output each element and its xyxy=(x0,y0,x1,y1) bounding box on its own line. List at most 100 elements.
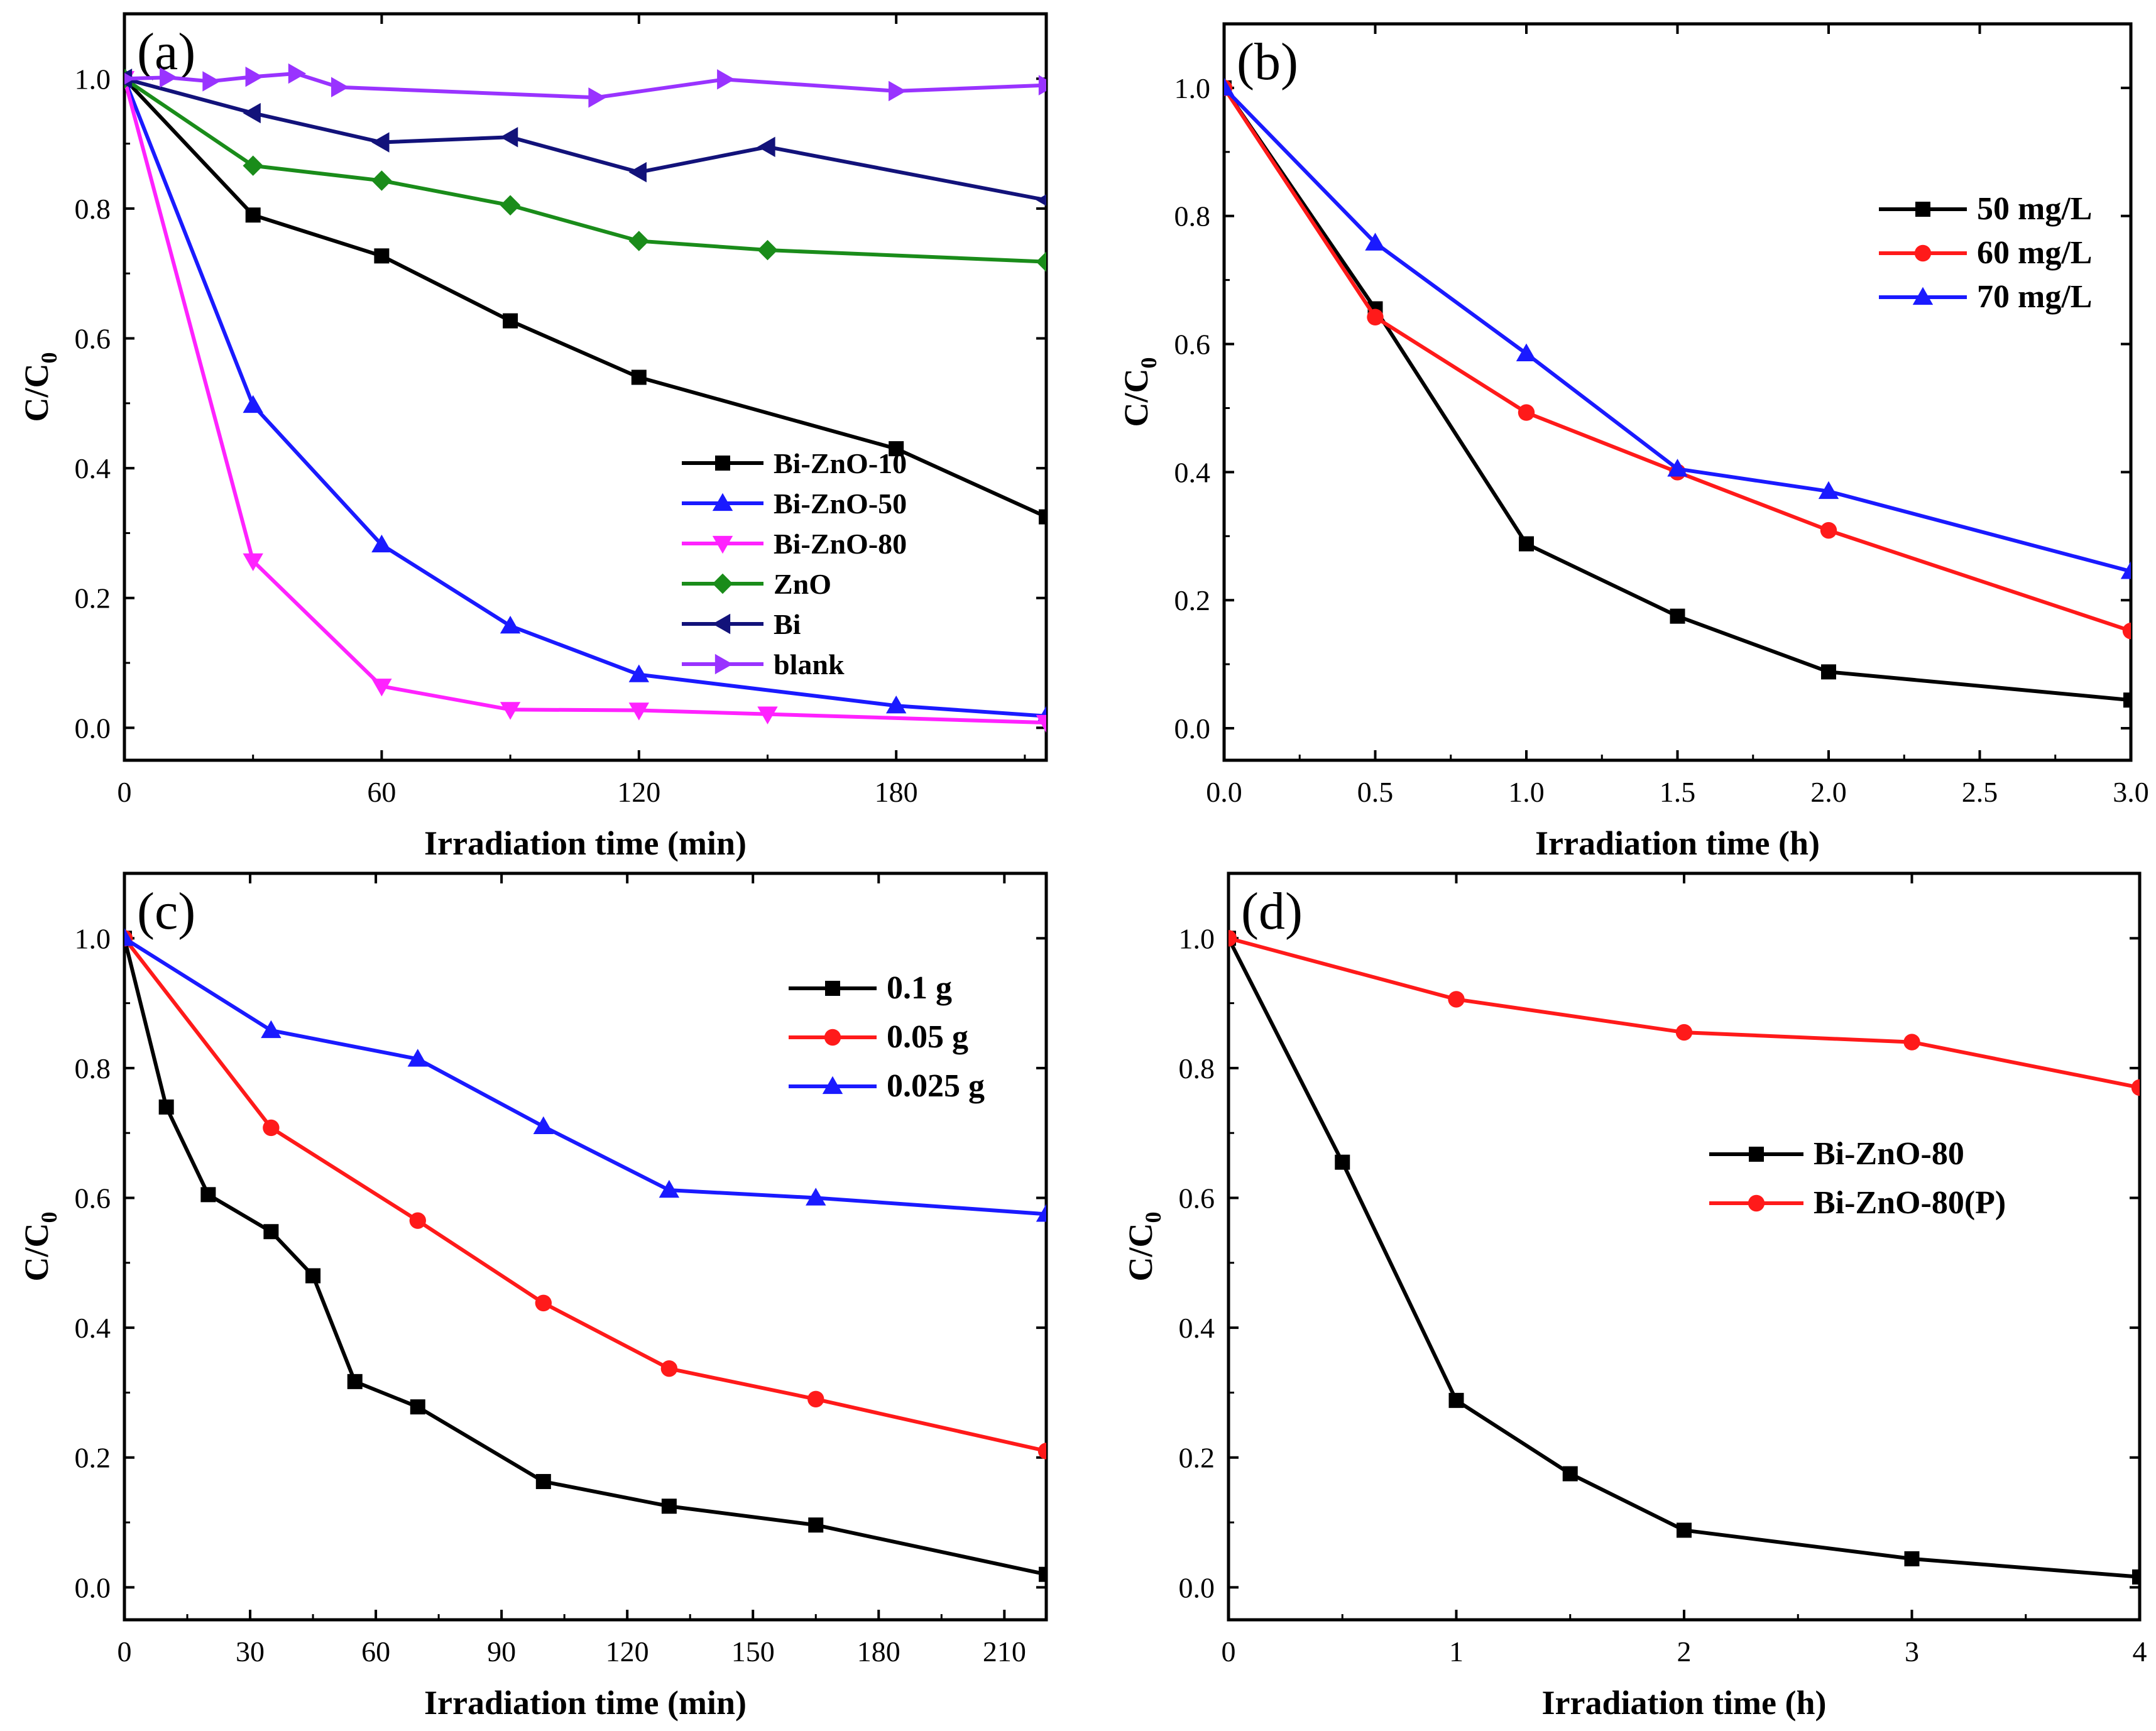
y-tick-label: 0.6 xyxy=(1179,1182,1215,1215)
data-point-Bi xyxy=(500,127,518,148)
data-point-0.1 g xyxy=(305,1268,321,1284)
legend-marker xyxy=(712,493,733,511)
data-point-Bi-ZnO-50 xyxy=(500,615,521,634)
x-tick-label: 0 xyxy=(118,776,132,808)
data-point-Bi-ZnO-80(P) xyxy=(1903,1034,1920,1051)
y-tick-label: 0.6 xyxy=(1174,329,1211,361)
y-tick-label: 0.2 xyxy=(1179,1442,1215,1474)
x-axis-label: Irradiation time (min) xyxy=(424,824,747,862)
data-point-blank xyxy=(588,87,606,108)
series-line-Bi-ZnO-80(P) xyxy=(1228,936,2140,1089)
data-point-50 mg/L xyxy=(1519,536,1534,552)
series-group xyxy=(124,63,1046,733)
legend: 50 mg/L 60 mg/L 70 mg/L xyxy=(1879,191,2092,315)
y-axis-label: C/C0 xyxy=(1117,358,1161,427)
series-line-blank xyxy=(124,72,1046,100)
data-point-blank xyxy=(717,69,735,90)
legend-marker xyxy=(1748,1194,1765,1212)
legend-label: Bi-ZnO-10 xyxy=(774,447,907,479)
panel-label: (c) xyxy=(137,882,195,941)
data-point-Bi xyxy=(757,136,775,157)
legend-marker xyxy=(712,573,733,594)
data-point-blank xyxy=(245,67,263,87)
data-point-ZnO xyxy=(757,239,778,261)
data-point-Bi xyxy=(628,161,647,183)
data-point-ZnO xyxy=(1036,251,1046,272)
data-point-Bi xyxy=(243,102,261,124)
y-tick-label: 1.0 xyxy=(75,63,111,95)
data-point-0.05 g xyxy=(409,1212,426,1229)
data-point-0.025 g xyxy=(407,1049,428,1067)
y-axis-label: C/C0 xyxy=(18,352,62,422)
y-tick-label: 0.8 xyxy=(1179,1052,1215,1084)
x-tick-label: 120 xyxy=(606,1635,649,1668)
data-point-blank xyxy=(889,80,907,102)
data-point-0.1 g xyxy=(200,1187,216,1203)
data-point-70 mg/L xyxy=(1224,77,1235,96)
series-group xyxy=(1224,77,2131,708)
legend-label: 60 mg/L xyxy=(1977,235,2092,271)
legend-label: Bi-ZnO-80(P) xyxy=(1814,1185,2006,1221)
x-tick-label: 3.0 xyxy=(2113,776,2149,808)
panel-label: (d) xyxy=(1241,882,1303,941)
data-point-0.025 g xyxy=(533,1116,554,1135)
x-tick-label: 1.0 xyxy=(1508,776,1545,808)
x-tick-label: 30 xyxy=(236,1635,265,1668)
data-point-Bi-ZnO-80 xyxy=(757,706,778,724)
legend: 0.1 g 0.05 g 0.025 g xyxy=(789,970,985,1104)
legend-label: 70 mg/L xyxy=(1977,279,2092,315)
legend-label: Bi-ZnO-50 xyxy=(774,488,907,520)
data-point-Bi-ZnO-80(P) xyxy=(1228,930,1237,947)
x-axis-label: Irradiation time (h) xyxy=(1542,1684,1827,1722)
data-point-blank xyxy=(288,63,307,84)
data-point-blank xyxy=(124,73,135,85)
data-point-Bi-ZnO-50 xyxy=(371,534,392,553)
legend-marker xyxy=(715,456,730,471)
data-point-0.025 g xyxy=(1036,1204,1046,1222)
legend-marker xyxy=(714,653,733,675)
legend-label: 0.05 g xyxy=(887,1019,968,1055)
x-tick-label: 0.5 xyxy=(1357,776,1394,808)
legend-marker xyxy=(825,981,840,996)
y-tick-label: 0.2 xyxy=(75,1442,111,1474)
data-point-60 mg/L xyxy=(1820,521,1837,539)
y-tick-label: 0.0 xyxy=(1179,1571,1215,1603)
data-point-70 mg/L xyxy=(1365,232,1386,251)
panel-label: (b) xyxy=(1237,33,1298,91)
y-tick-label: 0.8 xyxy=(1174,200,1211,232)
data-point-0.1 g xyxy=(661,1499,677,1514)
data-point-Bi-ZnO-80 xyxy=(500,702,521,720)
panel-4: 0 1 2 3 4 0.0 0.2 0.4 0.6 0.8 1.0 Irradiation time … xyxy=(1122,871,2147,1722)
data-point-0.1 g xyxy=(535,1473,551,1489)
panel-3: 0 30 60 90 120 150 180 210 0.0 0.2 0.4 0.6 0.8 1.0 Irr… xyxy=(18,871,1048,1722)
series-line-60 mg/L xyxy=(1224,87,2131,633)
x-tick-label: 0 xyxy=(1222,1635,1236,1668)
y-tick-label: 0.0 xyxy=(75,712,111,744)
data-point-Bi xyxy=(1036,194,1046,206)
data-point-70 mg/L xyxy=(2120,561,2131,579)
x-tick-label: 210 xyxy=(983,1635,1026,1668)
y-tick-label: 0.2 xyxy=(1174,584,1211,616)
x-axis-label: Irradiation time (h) xyxy=(1535,824,1820,862)
legend-label: 0.1 g xyxy=(887,970,952,1006)
legend-label: Bi-ZnO-80 xyxy=(774,528,907,560)
data-point-Bi-ZnO-80 xyxy=(1448,1392,1464,1408)
y-tick-label: 0.0 xyxy=(1174,713,1211,745)
data-point-Bi-ZnO-10 xyxy=(1039,509,1046,525)
data-point-60 mg/L xyxy=(1367,309,1384,325)
series-group xyxy=(124,928,1046,1582)
legend-label: 0.025 g xyxy=(887,1068,985,1104)
data-point-Bi-ZnO-80 xyxy=(2132,1569,2140,1585)
data-point-Bi-ZnO-80(P) xyxy=(1675,1024,1693,1041)
panel-2: 0.0 0.5 1.0 1.5 2.0 2.5 3.0 0.0 0.2 0.4 0.6 0.8 1.0 I… xyxy=(1117,22,2149,862)
x-tick-label: 1 xyxy=(1449,1635,1464,1668)
data-point-ZnO xyxy=(371,170,392,191)
data-point-50 mg/L xyxy=(2123,692,2131,708)
data-point-0.025 g xyxy=(806,1188,826,1206)
y-tick-label: 0.4 xyxy=(1179,1312,1215,1344)
data-point-Bi-ZnO-50 xyxy=(628,664,649,682)
series-line-50 mg/L xyxy=(1224,87,2131,702)
data-point-Bi-ZnO-80 xyxy=(1036,714,1046,733)
y-tick-label: 0.4 xyxy=(75,1312,111,1344)
